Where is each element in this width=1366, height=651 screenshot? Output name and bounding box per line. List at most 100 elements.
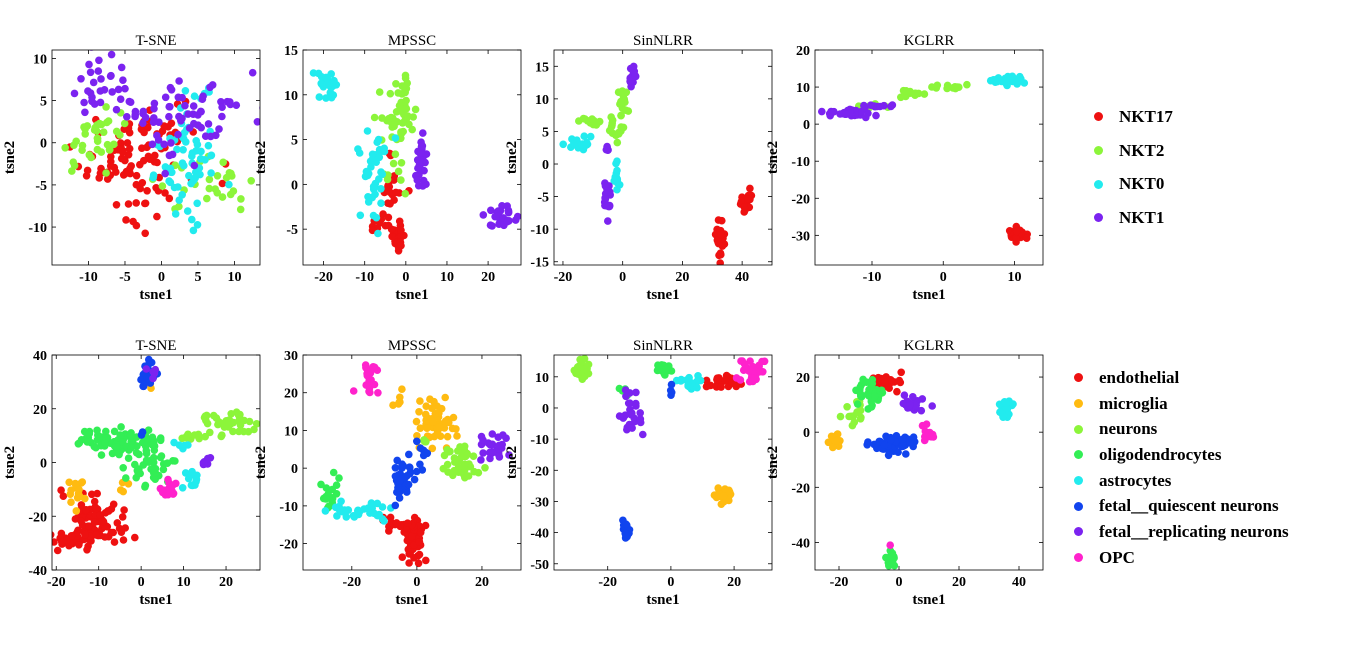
data-point — [229, 427, 237, 436]
data-point — [389, 159, 398, 168]
x-tick-label: -10 — [89, 575, 108, 590]
data-point — [140, 128, 148, 137]
scatter-panel-4: -10 0 10 -30 -20 -10 0 10 20 KGLRR tsne1 tsne2 — [765, 33, 1044, 303]
data-point — [639, 430, 647, 439]
data-point — [397, 159, 406, 167]
x-axis-label: tsne1 — [395, 287, 428, 303]
y-tick-label: -30 — [791, 229, 810, 244]
data-point — [868, 379, 877, 388]
data-point — [867, 101, 875, 109]
axes-box — [51, 49, 261, 266]
data-point — [613, 157, 621, 165]
data-point — [114, 85, 123, 94]
data-point — [416, 444, 425, 453]
x-tick-label: 20 — [952, 575, 966, 590]
data-point — [377, 185, 385, 193]
data-point — [201, 432, 209, 441]
data-point — [148, 140, 157, 149]
data-point — [149, 469, 158, 477]
y-tick-label: -10 — [279, 500, 298, 515]
legend-item: fetal__replicating neurons — [1074, 519, 1289, 545]
data-point — [134, 468, 142, 477]
data-point — [662, 365, 670, 374]
data-point — [344, 506, 353, 514]
data-point — [717, 250, 725, 259]
data-point — [865, 385, 873, 394]
data-point — [143, 187, 151, 195]
y-tick-label: 5 — [542, 125, 549, 140]
data-point — [204, 120, 213, 128]
data-point — [414, 164, 422, 172]
data-point — [166, 103, 174, 111]
legend-item: astrocytes — [1074, 468, 1289, 494]
data-point — [180, 441, 189, 450]
chart-title: KGLRR — [904, 338, 955, 354]
data-point — [189, 226, 198, 235]
data-point — [718, 216, 726, 225]
data-point — [459, 470, 468, 479]
data-point — [81, 125, 89, 133]
data-point — [829, 443, 837, 452]
y-tick-label: 10 — [33, 52, 47, 67]
data-point — [335, 474, 343, 482]
data-point — [175, 77, 183, 85]
data-point — [163, 459, 172, 468]
data-point — [395, 494, 404, 502]
data-point — [384, 213, 393, 222]
data-point — [131, 110, 140, 119]
y-tick-label: -40 — [791, 536, 810, 551]
data-point — [746, 184, 754, 193]
data-point — [613, 166, 621, 175]
data-point — [619, 92, 628, 100]
data-point — [141, 229, 149, 238]
data-point — [756, 367, 764, 376]
y-tick-label: 10 — [284, 424, 298, 439]
data-point — [378, 114, 386, 122]
y-tick-label: 15 — [284, 44, 298, 59]
data-point — [373, 138, 382, 146]
data-point — [139, 107, 148, 116]
y-tick-label: 10 — [535, 93, 549, 108]
data-point — [422, 402, 431, 411]
data-point — [183, 207, 192, 215]
data-point — [167, 139, 175, 147]
data-point — [159, 488, 167, 497]
data-point — [474, 468, 483, 477]
y-tick-label: -10 — [28, 221, 47, 236]
data-point — [392, 80, 400, 88]
y-tick-label: -5 — [35, 179, 47, 194]
data-point — [888, 558, 897, 567]
data-point — [70, 89, 79, 98]
data-point — [398, 553, 407, 561]
data-point — [717, 383, 725, 391]
legend-label: fetal__replicating neurons — [1099, 521, 1289, 541]
data-point — [168, 487, 176, 495]
data-point — [422, 556, 430, 565]
data-point — [107, 505, 116, 513]
data-point — [139, 119, 147, 127]
data-point — [99, 128, 108, 136]
data-point — [632, 388, 640, 397]
scatter-panel-8: -20 0 20 40 -40 -20 0 20 KGLRR tsne1 tsne2 — [765, 338, 1044, 608]
data-point — [87, 153, 95, 162]
data-point — [416, 528, 425, 537]
data-point — [1017, 75, 1025, 83]
data-point — [322, 94, 330, 102]
data-point — [113, 519, 122, 527]
data-point — [586, 132, 595, 141]
data-point — [392, 188, 400, 197]
data-point — [576, 355, 584, 364]
data-point — [93, 145, 102, 154]
data-point — [847, 412, 855, 421]
data-point — [270, 421, 278, 429]
data-point — [621, 106, 630, 114]
data-point — [122, 474, 130, 482]
data-point — [636, 415, 645, 423]
data-point — [386, 200, 394, 208]
data-point — [107, 50, 116, 59]
data-point — [615, 412, 624, 420]
data-point — [123, 139, 132, 147]
data-point — [504, 206, 513, 215]
data-point — [112, 201, 121, 209]
y-tick-label: -50 — [530, 558, 549, 573]
